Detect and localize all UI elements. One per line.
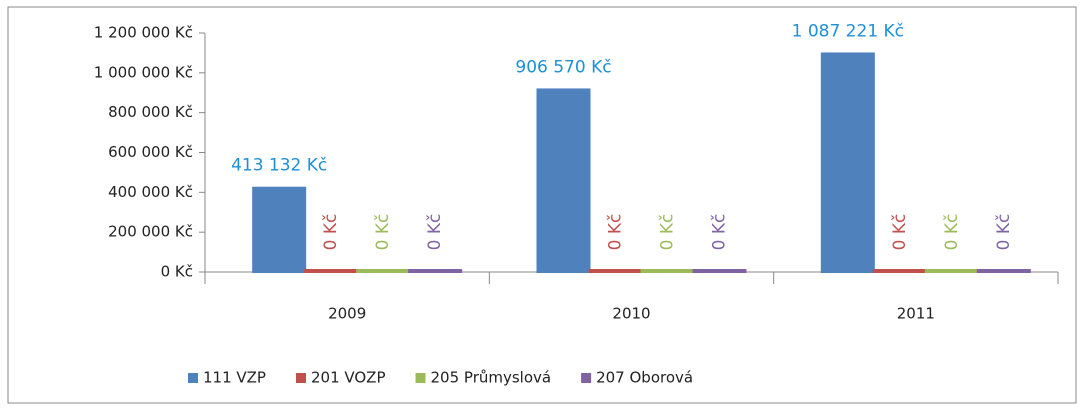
value-label: 0 Kč: [658, 214, 678, 251]
legend-swatch: [188, 373, 198, 383]
bar: [408, 269, 463, 273]
bar: [976, 269, 1031, 273]
legend-label: 205 Průmyslová: [431, 369, 552, 387]
value-label: 0 Kč: [942, 214, 962, 251]
value-label: 0 Kč: [606, 214, 626, 251]
y-tick-label: 400 000 Kč: [108, 183, 193, 201]
bar: [536, 88, 591, 273]
y-tick-label: 1 000 000 Kč: [94, 63, 193, 81]
bar: [304, 269, 359, 273]
value-label: 0 Kč: [373, 214, 393, 251]
y-tick-label: 800 000 Kč: [108, 103, 193, 121]
value-label: 0 Kč: [425, 214, 445, 251]
y-tick-label: 200 000 Kč: [108, 223, 193, 241]
bar: [252, 186, 307, 273]
bar: [820, 52, 875, 273]
value-label: 906 570 Kč: [515, 57, 611, 77]
legend-label: 201 VOZP: [311, 369, 386, 387]
bar: [872, 269, 927, 273]
legend-label: 207 Oborová: [596, 369, 693, 387]
legend-swatch: [415, 373, 426, 383]
value-label: 0 Kč: [890, 214, 910, 251]
bar: [356, 269, 411, 273]
y-tick-label: 600 000 Kč: [108, 143, 193, 161]
value-label: 0 Kč: [994, 214, 1014, 251]
y-tick-label: 1 200 000 Kč: [94, 24, 193, 42]
legend-swatch: [581, 373, 592, 383]
value-label: 0 Kč: [710, 214, 730, 251]
value-label: 1 087 221 Kč: [792, 21, 904, 41]
y-tick-label: 0 Kč: [161, 263, 193, 281]
bar: [692, 269, 747, 273]
bar: [924, 269, 979, 273]
bar: [588, 269, 643, 273]
x-tick-label: 2011: [897, 305, 935, 323]
x-tick-label: 2009: [328, 305, 366, 323]
bar: [640, 269, 695, 273]
legend-label: 111 VZP: [203, 369, 266, 387]
value-label: 0 Kč: [321, 214, 341, 251]
value-label: 413 132 Kč: [231, 156, 327, 176]
x-tick-label: 2010: [612, 305, 650, 323]
legend-swatch: [295, 373, 306, 383]
